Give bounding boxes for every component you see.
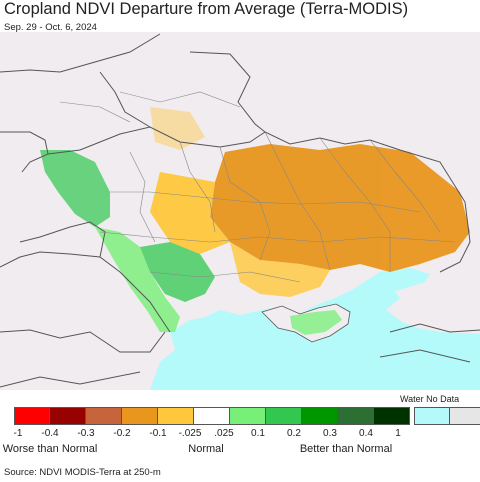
wet-region-south	[140, 242, 215, 302]
legend-swatch-8	[266, 407, 302, 425]
mild-dry-central	[150, 172, 230, 254]
legend-tick: -0.4	[41, 428, 59, 439]
admin-boundaries	[59, 91, 456, 283]
wet-region-west	[40, 150, 110, 227]
legend-swatch-2	[50, 407, 86, 425]
legend-swatch-6	[194, 407, 230, 425]
sea-of-azov	[352, 268, 430, 294]
legend-tick: -0.2	[113, 428, 131, 439]
dry-patch-north	[150, 107, 205, 150]
legend-swatch-7	[230, 407, 266, 425]
crimea-mixed	[290, 310, 342, 335]
legend-category-normal: Normal	[188, 443, 224, 455]
mild-dry-south	[230, 242, 330, 297]
legend-nodata-label: Water No Data	[400, 394, 460, 404]
legend-swatch-water	[414, 407, 450, 425]
legend-tick: .025	[214, 428, 234, 439]
legend-swatch-10	[338, 407, 374, 425]
map-subtitle: Sep. 29 - Oct. 6, 2024	[4, 22, 97, 33]
legend-tick: 0.2	[287, 428, 301, 439]
legend-swatch-1	[14, 407, 50, 425]
legend-color-bar	[14, 407, 480, 425]
ndvi-map	[0, 32, 480, 390]
dry-region-east	[210, 144, 470, 272]
legend-tick: -0.3	[77, 428, 95, 439]
light-wet-west	[95, 227, 180, 332]
legend-category-better: Better than Normal	[299, 443, 393, 455]
legend-tick: -1	[13, 428, 23, 439]
anomaly-layer	[40, 107, 470, 335]
legend-tick: 0.1	[251, 428, 265, 439]
legend-tick: 0.4	[359, 428, 373, 439]
legend-category-worse: Worse than Normal	[2, 443, 98, 455]
legend-tick: -0.1	[149, 428, 167, 439]
legend-swatch-9	[302, 407, 338, 425]
legend-tick: -.025	[178, 428, 202, 439]
legend-tick: 0.3	[323, 428, 337, 439]
map-title: Cropland NDVI Departure from Average (Te…	[4, 0, 409, 18]
borders	[0, 33, 480, 388]
legend-tick: 1	[395, 428, 401, 439]
legend-swatch-4	[122, 407, 158, 425]
legend-swatch-nodata	[450, 407, 480, 425]
legend-swatch-11	[374, 407, 410, 425]
source-note: Source: NDVI MODIS-Terra at 250-m	[4, 467, 161, 478]
legend-swatch-3	[86, 407, 122, 425]
legend-swatch-5	[158, 407, 194, 425]
